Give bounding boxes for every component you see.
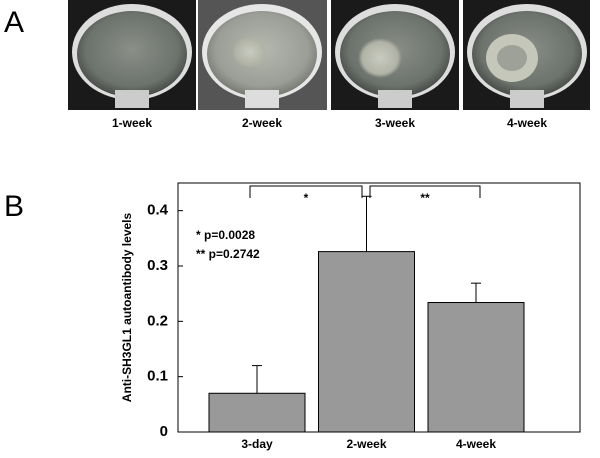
panel-label: B (4, 190, 24, 223)
annotation: ** p=0.2742 (196, 247, 260, 261)
x-tick-label: 2-week (346, 437, 386, 451)
mri-image (68, 0, 196, 110)
mri-image (463, 0, 590, 110)
x-tick-label: 3-day (241, 437, 273, 451)
x-tick-label: 4-week (456, 437, 496, 451)
y-tick-label: 0.3 (147, 257, 168, 274)
image-caption: 2-week (242, 116, 282, 130)
bar (208, 392, 306, 433)
significance-bracket (369, 185, 481, 198)
y-tick-label: 0 (160, 423, 168, 440)
y-tick-label: 0.2 (147, 312, 168, 329)
bar (318, 251, 415, 433)
mri-image (198, 0, 327, 110)
y-tick-label: 0.4 (147, 202, 169, 219)
image-caption: 3-week (375, 116, 415, 130)
panel-label: A (4, 6, 24, 39)
image-caption: 4-week (507, 116, 547, 130)
y-axis-label: Anti-SH3GL1 autoantibody levels (120, 212, 134, 402)
significance-label: ** (420, 191, 430, 205)
image-caption: 1-week (112, 116, 152, 130)
bar (427, 302, 525, 433)
mri-image (331, 0, 459, 110)
significance-label: * (304, 191, 309, 205)
annotation: * p=0.0028 (196, 228, 255, 242)
significance-bracket (249, 185, 363, 198)
y-tick-label: 0.1 (147, 368, 168, 385)
